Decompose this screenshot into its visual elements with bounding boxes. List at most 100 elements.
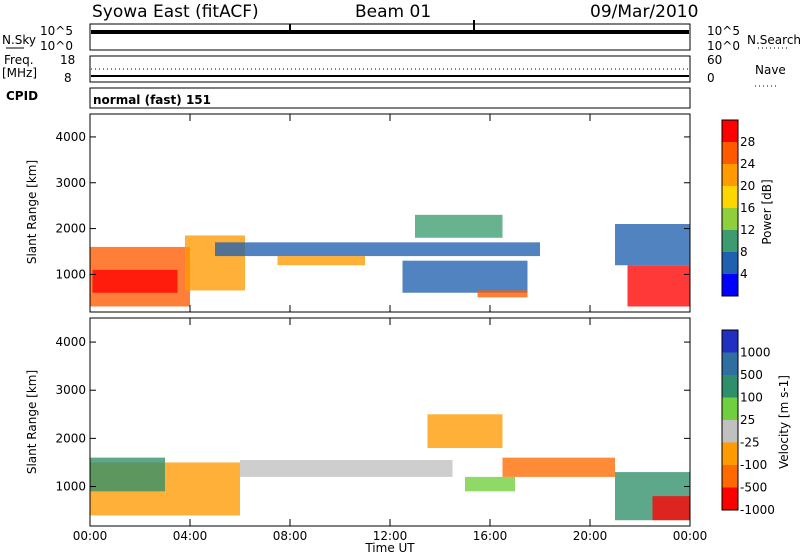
colorbar-swatch — [722, 397, 738, 421]
x-tick-label: 00:00 — [73, 529, 108, 543]
frequency-panel: Freq. [MHz] 18 8 60 0 Nave — [2, 53, 786, 87]
power-ylabel: Slant Range [km] — [25, 160, 39, 264]
station-title: Syowa East (fitACF) — [92, 2, 259, 22]
colorbar-swatch — [722, 274, 738, 297]
noise-right-tick-top: 10^5 — [707, 24, 740, 38]
noise-right-tick-bottom: 10^0 — [707, 39, 740, 53]
scatter-region — [215, 242, 540, 257]
frequency-frame — [89, 55, 691, 83]
y-tick-label: 2000 — [55, 222, 86, 236]
colorbar-swatch — [722, 420, 738, 443]
x-tick-label: 08:00 — [273, 529, 308, 543]
colorbar-swatch — [722, 442, 738, 466]
scatter-region — [465, 476, 515, 492]
colorbar-tick-label: 28 — [740, 135, 755, 149]
colorbar-swatch — [722, 330, 738, 353]
cpid-value: normal (fast) 151 — [93, 93, 211, 107]
y-tick-label: 4000 — [55, 130, 86, 144]
power-colorbar-label: Power [dB] — [760, 179, 774, 244]
beam-title: Beam 01 — [355, 2, 431, 22]
colorbar-tick-label: 16 — [740, 201, 755, 215]
cpid-panel: CPID normal (fast) 151 — [6, 87, 691, 109]
scatter-region — [240, 460, 453, 477]
power-panel: 1000 2000 3000 4000 Slant Range [km] 28 24 20… — [25, 113, 774, 313]
nave-tick-top: 60 — [707, 53, 722, 67]
freq-tick-top: 18 — [60, 53, 75, 67]
y-tick-label: 1000 — [55, 267, 86, 281]
velocity-x-ticks — [89, 318, 691, 526]
x-tick-label: 12:00 — [373, 529, 408, 543]
colorbar-swatch — [722, 142, 738, 165]
colorbar-swatch — [722, 465, 738, 488]
velocity-colorbar: 1000 500 100 25 -25 -100 -500 -1000 — [721, 329, 775, 517]
power-data-regions — [90, 214, 690, 307]
time-tick-labels: 00:00 04:00 08:00 12:00 16:00 20:00 00:00 — [73, 529, 708, 543]
colorbar-tick-label: 25 — [740, 413, 755, 427]
noise-left-tick-bottom: 10^0 — [40, 39, 73, 53]
colorbar-swatch — [722, 252, 738, 275]
noise-frame — [89, 23, 691, 51]
power-y-ticks: 1000 2000 3000 4000 — [55, 130, 690, 281]
noise-trace — [91, 30, 689, 34]
y-tick-label: 3000 — [55, 176, 86, 190]
scatter-region — [615, 224, 690, 266]
colorbar-tick-label: -100 — [740, 458, 767, 472]
noise-panel: N.Sky 10^5 10^0 10^5 10^0 N.Search — [2, 20, 800, 53]
power-colorbar: 28 24 20 16 12 8 4 — [721, 119, 755, 297]
date-title: 09/Mar/2010 — [590, 2, 698, 22]
scatter-region — [477, 290, 528, 298]
colorbar-swatch — [722, 208, 738, 231]
colorbar-swatch — [722, 186, 738, 209]
colorbar-swatch — [722, 487, 738, 511]
noise-left-tick-top: 10^5 — [40, 24, 73, 38]
scatter-region — [402, 260, 528, 293]
nsearch-label: N.Search — [747, 33, 800, 47]
scatter-region — [90, 457, 165, 492]
y-tick-label: 4000 — [55, 335, 86, 349]
x-tick-label: 00:00 — [673, 529, 708, 543]
colorbar-tick-label: 100 — [740, 391, 763, 405]
colorbar-tick-label: -500 — [740, 481, 767, 495]
colorbar-swatch — [722, 375, 738, 398]
freq-label: Freq. — [4, 53, 34, 67]
x-tick-label: 16:00 — [473, 529, 508, 543]
cpid-label: CPID — [6, 89, 38, 103]
freq-unit-label: [MHz] — [2, 66, 37, 80]
velocity-y-ticks: 1000 2000 3000 4000 — [55, 335, 690, 494]
velocity-data-regions — [90, 414, 690, 521]
colorbar-tick-label: -25 — [740, 436, 760, 450]
nsky-label: N.Sky — [2, 33, 36, 47]
colorbar-tick-label: 1000 — [740, 346, 771, 360]
y-tick-label: 1000 — [55, 480, 86, 494]
nave-tick-bottom: 0 — [707, 71, 715, 85]
scatter-region — [652, 496, 690, 521]
x-tick-label: 20:00 — [573, 529, 608, 543]
scatter-region — [92, 269, 178, 293]
colorbar-swatch — [722, 120, 738, 143]
scatter-region — [277, 256, 365, 266]
velocity-ylabel: Slant Range [km] — [25, 370, 39, 474]
velocity-colorbar-label: Velocity [m s-1] — [777, 375, 791, 469]
scatter-region — [502, 457, 615, 477]
colorbar-frame — [721, 329, 739, 511]
colorbar-tick-label: 20 — [740, 179, 755, 193]
scatter-region — [627, 265, 690, 307]
nave-label: Nave — [755, 63, 786, 77]
cpid-frame — [89, 87, 691, 109]
colorbar-swatch — [722, 352, 738, 376]
colorbar-swatch — [722, 164, 738, 187]
colorbar-tick-label: -1000 — [740, 503, 775, 517]
colorbar-tick-label: 4 — [740, 267, 748, 281]
y-tick-label: 3000 — [55, 383, 86, 397]
colorbar-tick-label: 24 — [740, 157, 755, 171]
colorbar-tick-label: 12 — [740, 223, 755, 237]
colorbar-tick-label: 8 — [740, 245, 748, 259]
colorbar-frame — [721, 119, 739, 297]
colorbar-swatch — [722, 230, 738, 253]
colorbar-tick-label: 500 — [740, 368, 763, 382]
scatter-region — [415, 214, 503, 238]
freq-tick-bottom: 8 — [64, 71, 72, 85]
time-axis-label: Time UT — [364, 541, 415, 554]
y-tick-label: 2000 — [55, 431, 86, 445]
